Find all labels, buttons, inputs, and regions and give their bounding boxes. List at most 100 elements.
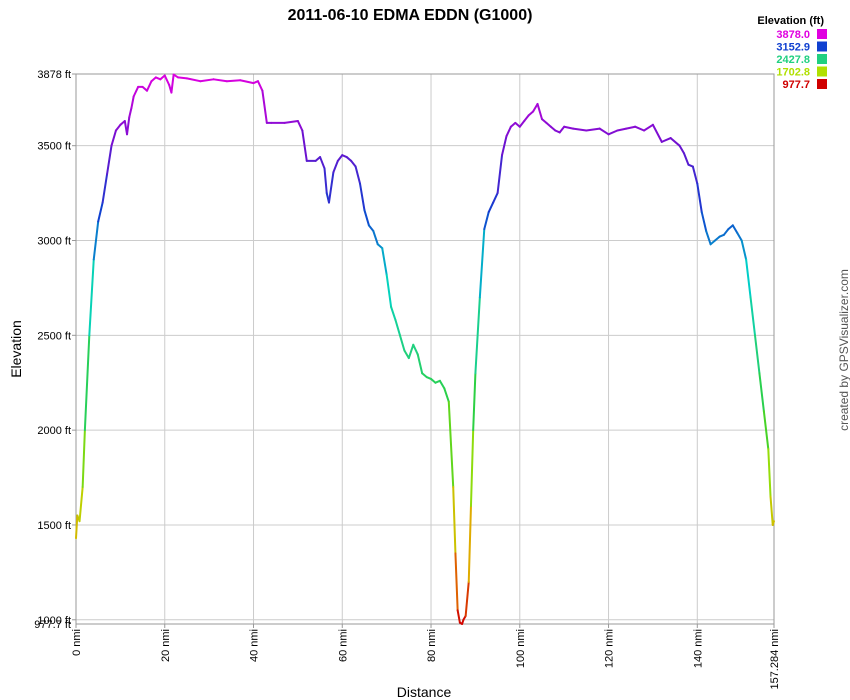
- legend-entry-label: 2427.8: [776, 54, 810, 66]
- legend-swatch: [817, 29, 827, 39]
- elevation-line: [75, 73, 775, 625]
- line-segment: [563, 125, 575, 130]
- line-segment: [532, 102, 539, 113]
- line-segment: [101, 173, 109, 204]
- y-tick-label-min: 977.7 ft: [34, 619, 71, 631]
- line-segment: [678, 144, 685, 155]
- line-segment: [239, 79, 255, 85]
- line-segment: [359, 182, 366, 212]
- line-segment: [130, 95, 135, 109]
- line-segment: [634, 125, 646, 132]
- line-segment: [660, 137, 672, 143]
- legend-swatch: [817, 66, 827, 77]
- x-tick-label: 60 nmi: [337, 629, 349, 662]
- line-segment: [467, 504, 472, 583]
- line-segment: [296, 120, 304, 132]
- line-segment: [753, 334, 761, 375]
- line-segment: [722, 228, 730, 236]
- line-segment: [745, 258, 752, 299]
- line-segment: [625, 125, 637, 130]
- line-segment: [501, 135, 508, 157]
- line-segment: [416, 353, 424, 375]
- y-tick-label: 1500 ft: [37, 520, 71, 532]
- line-segment: [363, 209, 370, 227]
- line-segment: [403, 349, 410, 360]
- y-axis-title: Elevation: [8, 320, 24, 378]
- legend-swatch: [817, 79, 827, 89]
- line-segment: [350, 159, 357, 168]
- line-segment: [496, 154, 504, 195]
- line-segment: [447, 400, 455, 489]
- line-segment: [92, 220, 100, 261]
- x-tick-label: 120 nmi: [604, 629, 616, 668]
- line-segment: [83, 334, 91, 432]
- line-segment: [585, 127, 601, 132]
- legend-swatch: [817, 41, 827, 52]
- line-segment: [749, 296, 756, 337]
- line-segment: [128, 106, 133, 119]
- y-tick-label: 2000 ft: [37, 425, 71, 437]
- legend-swatch: [817, 54, 827, 64]
- x-tick-label: 140 nmi: [692, 629, 704, 668]
- line-segment: [327, 171, 335, 204]
- line-segment: [438, 379, 446, 390]
- line-segment: [199, 78, 215, 83]
- line-segment: [669, 137, 681, 147]
- line-segment: [454, 552, 459, 612]
- line-segment: [767, 448, 772, 498]
- line-segment: [75, 514, 79, 540]
- line-segment: [323, 167, 328, 195]
- grid: [75, 73, 775, 624]
- line-segment: [163, 74, 171, 86]
- legend-entry-label: 3878.0: [776, 29, 810, 41]
- line-segment: [390, 305, 397, 322]
- line-segment: [572, 127, 588, 132]
- line-segment: [536, 102, 543, 121]
- legend-entry-label: 3152.9: [776, 42, 810, 54]
- line-segment: [616, 127, 628, 132]
- line-segment: [81, 429, 86, 489]
- line-segment: [598, 127, 610, 136]
- y-axis-ticks: 1000 ft 1500 ft 2000 ft 2500 ft 3000 ft 3500 …: [34, 69, 76, 631]
- line-segment: [705, 230, 712, 246]
- line-segment: [492, 192, 499, 204]
- line-segment: [177, 76, 188, 80]
- line-segment: [487, 201, 495, 214]
- line-segment: [106, 144, 113, 176]
- x-tick-label: 20 nmi: [160, 629, 172, 662]
- line-segment: [407, 343, 415, 360]
- line-segment: [731, 224, 739, 234]
- line-segment: [443, 387, 450, 403]
- line-segment: [126, 116, 131, 136]
- line-segment: [319, 156, 326, 170]
- line-segment: [558, 125, 566, 134]
- line-segment: [651, 123, 663, 143]
- y-tick-label: 3500 ft: [37, 141, 71, 153]
- y-tick-label: 1000 ft: [37, 615, 71, 627]
- line-segment: [225, 79, 242, 83]
- line-segment: [336, 154, 344, 162]
- legend-title: Elevation (ft): [757, 15, 824, 27]
- x-tick-label: 80 nmi: [426, 629, 438, 662]
- line-segment: [261, 89, 268, 124]
- line-segment: [474, 296, 481, 375]
- line-segment: [523, 114, 530, 123]
- line-segment: [472, 372, 477, 432]
- line-segment: [682, 152, 690, 166]
- line-segment: [256, 80, 264, 92]
- x-axis-title: Distance: [397, 684, 452, 700]
- line-segment: [464, 580, 470, 617]
- line-segment: [146, 80, 153, 92]
- line-segment: [97, 201, 104, 223]
- y-tick-label: 2500 ft: [37, 330, 71, 342]
- line-segment: [769, 495, 774, 526]
- line-segment: [469, 429, 475, 507]
- line-segment: [170, 73, 175, 94]
- x-tick-label: 157.284 nmi: [769, 629, 781, 690]
- x-tick-label: 100 nmi: [515, 629, 527, 668]
- line-segment: [518, 120, 526, 128]
- line-segment: [696, 182, 703, 214]
- y-tick-label: 3878 ft: [37, 69, 71, 81]
- line-segment: [354, 165, 362, 185]
